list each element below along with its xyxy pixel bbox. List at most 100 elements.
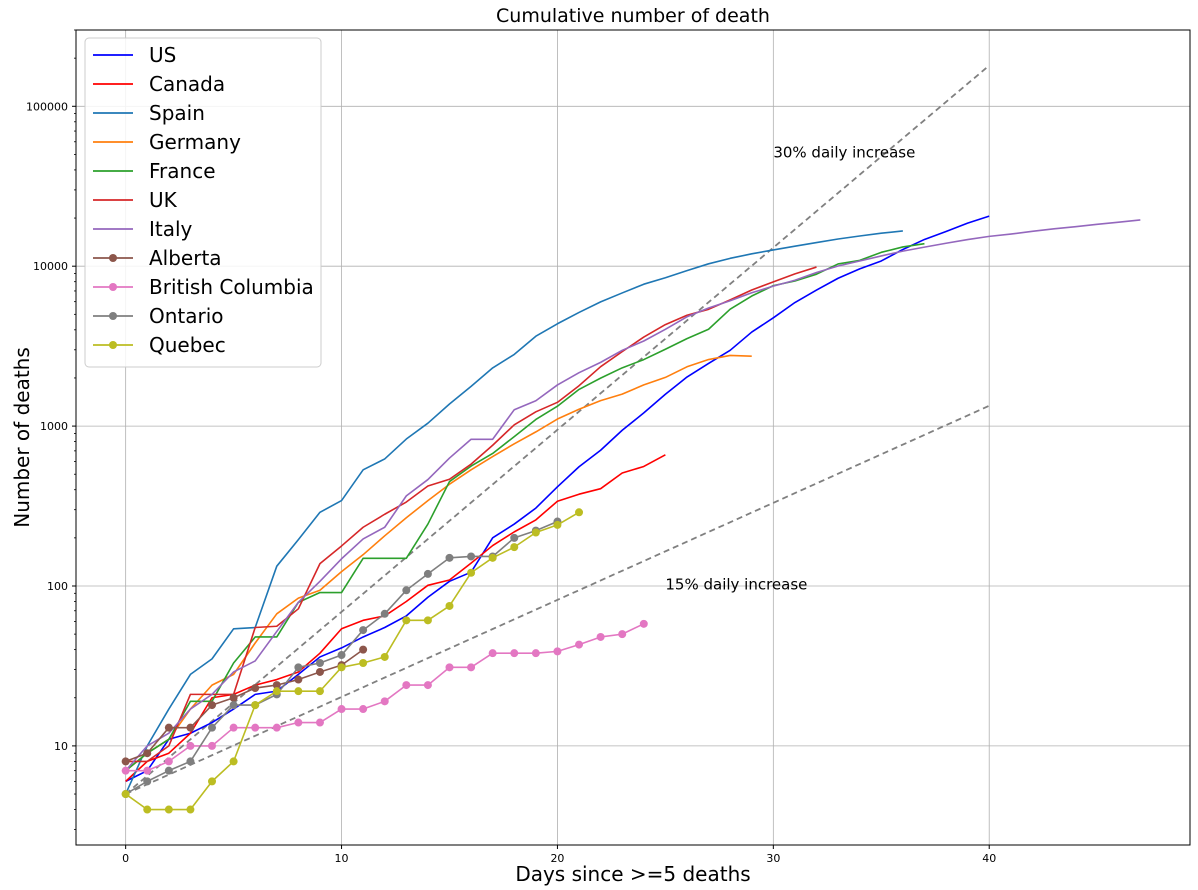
data-point xyxy=(229,757,238,766)
series-line xyxy=(125,215,990,783)
legend-marker xyxy=(109,312,117,320)
legend-item: Spain xyxy=(93,101,205,125)
legend-item: Germany xyxy=(93,130,241,154)
data-point xyxy=(186,741,195,750)
series-british-columbia xyxy=(121,619,648,775)
annotations: 30% daily increase 15% daily increase xyxy=(665,143,915,593)
data-point xyxy=(143,805,152,814)
legend-label: Alberta xyxy=(149,246,222,270)
legend-item: Canada xyxy=(93,72,225,96)
data-point xyxy=(359,645,368,654)
data-point xyxy=(251,723,260,732)
data-point xyxy=(488,649,497,658)
legend-label: US xyxy=(149,43,176,67)
data-point xyxy=(229,723,238,732)
legend-item: US xyxy=(93,43,176,67)
x-tick-label: 20 xyxy=(550,852,564,865)
data-point xyxy=(553,647,562,656)
data-point xyxy=(510,533,519,542)
data-point xyxy=(186,723,195,732)
data-point xyxy=(575,640,584,649)
legend-label: Ontario xyxy=(149,304,224,328)
data-point xyxy=(359,705,368,714)
data-point xyxy=(272,687,281,696)
legend-label: British Columbia xyxy=(149,275,314,299)
data-point xyxy=(251,684,260,693)
legend-item: France xyxy=(93,159,216,183)
data-point xyxy=(402,586,411,595)
data-point xyxy=(143,777,152,786)
data-point xyxy=(121,766,130,775)
data-point xyxy=(467,552,476,561)
reference-line xyxy=(125,64,990,795)
legend-label: Canada xyxy=(149,72,225,96)
y-tick-label: 100 xyxy=(47,580,68,593)
series-alberta xyxy=(121,645,368,766)
x-axis-title: Days since >=5 deaths xyxy=(515,862,750,886)
data-point xyxy=(229,693,238,702)
series-line xyxy=(125,454,666,782)
data-point xyxy=(596,632,605,641)
reference-lines xyxy=(125,64,990,795)
data-point xyxy=(294,718,303,727)
y-tick-label: 100000 xyxy=(26,100,68,113)
data-series xyxy=(121,215,1141,814)
data-point xyxy=(315,687,324,696)
data-point xyxy=(531,649,540,658)
data-point xyxy=(380,609,389,618)
legend-marker xyxy=(109,283,117,291)
legend-label: Spain xyxy=(149,101,205,125)
legend-item: British Columbia xyxy=(93,275,314,299)
data-point xyxy=(143,766,152,775)
reference-line xyxy=(125,404,990,795)
data-point xyxy=(380,697,389,706)
data-point xyxy=(208,777,217,786)
series-italy xyxy=(125,219,1141,772)
data-point xyxy=(208,701,217,710)
data-point xyxy=(423,616,432,625)
y-axis-title: Number of deaths xyxy=(10,347,34,528)
data-point xyxy=(294,663,303,672)
data-point xyxy=(618,630,627,639)
data-point xyxy=(531,528,540,537)
legend-item: Quebec xyxy=(93,333,226,357)
data-point xyxy=(164,766,173,775)
data-point xyxy=(402,616,411,625)
data-point xyxy=(121,790,130,799)
data-point xyxy=(315,658,324,667)
data-point xyxy=(121,757,130,766)
x-tick-label: 40 xyxy=(982,852,996,865)
data-point xyxy=(164,805,173,814)
data-point xyxy=(575,508,584,517)
data-point xyxy=(272,681,281,690)
data-point xyxy=(143,749,152,758)
plot-frame xyxy=(75,29,1191,846)
chart-title: Cumulative number of death xyxy=(496,5,770,27)
data-point xyxy=(229,701,238,710)
x-tick-label: 10 xyxy=(335,852,349,865)
series-canada xyxy=(125,454,666,782)
reference-line-label: 15% daily increase xyxy=(665,576,807,594)
legend-item: UK xyxy=(93,188,178,212)
data-point xyxy=(402,681,411,690)
legend: US Canada Spain Germany France UK Italy Alberta… xyxy=(84,37,322,368)
data-point xyxy=(510,543,519,552)
data-point xyxy=(423,681,432,690)
x-tick-label: 0 xyxy=(122,852,129,865)
data-point xyxy=(294,687,303,696)
data-point xyxy=(359,658,368,667)
legend-label: Germany xyxy=(149,130,241,154)
x-tick-label: 30 xyxy=(766,852,780,865)
data-point xyxy=(251,701,260,710)
legend-label: UK xyxy=(149,188,178,212)
data-point xyxy=(315,667,324,676)
legend-item: Alberta xyxy=(93,246,222,270)
data-point xyxy=(445,663,454,672)
legend-box xyxy=(84,37,322,368)
series-us xyxy=(125,215,990,783)
axis-ticks: 0 10 20 30 40 10 100 1000 10000 100000 xyxy=(26,29,996,865)
data-point xyxy=(467,568,476,577)
data-point xyxy=(164,757,173,766)
legend-marker xyxy=(109,341,117,349)
